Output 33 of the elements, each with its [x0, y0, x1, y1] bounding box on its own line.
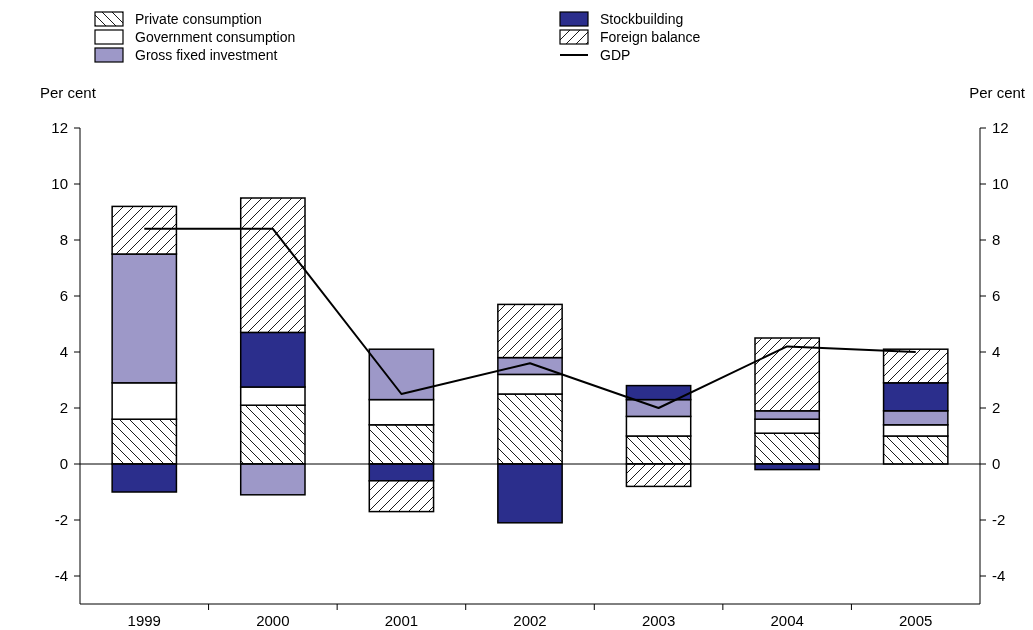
legend-label: Government consumption — [135, 28, 296, 45]
x-tick-label: 2000 — [256, 612, 290, 629]
y2-tick-label: 0 — [992, 455, 1001, 473]
x-tick-label: 2005 — [899, 612, 933, 629]
x-tick-label: 2004 — [770, 612, 804, 629]
y2-tick-label: -2 — [992, 511, 1006, 529]
y2-tick-label: -4 — [992, 567, 1006, 585]
y2-axis-title: Per cent — [969, 84, 1026, 101]
y-tick-label: 4 — [59, 343, 68, 361]
y-tick-label: 12 — [51, 119, 68, 137]
y2-tick-label: 10 — [992, 175, 1009, 193]
y-tick-label: -4 — [54, 567, 68, 585]
x-tick-label: 2002 — [513, 612, 547, 629]
y2-tick-label: 6 — [992, 287, 1001, 305]
y-axis-title: Per cent — [40, 84, 97, 101]
y2-tick-label: 4 — [992, 343, 1001, 361]
x-tick-label: 1999 — [127, 612, 161, 629]
x-tick-label: 2001 — [384, 612, 419, 629]
y-tick-label: 10 — [51, 175, 68, 193]
y-tick-label: 8 — [59, 231, 68, 249]
legend-label: Foreign balance — [600, 28, 701, 45]
y2-tick-label: 12 — [992, 119, 1009, 137]
legend-label: Stockbuilding — [600, 10, 684, 27]
y-tick-label: -2 — [54, 511, 68, 529]
y-tick-label: 2 — [59, 399, 68, 417]
legend-label: Gross fixed investment — [135, 46, 278, 63]
y2-tick-label: 8 — [992, 231, 1001, 249]
legend-label: GDP — [600, 46, 631, 63]
x-tick-label: 2003 — [641, 612, 676, 629]
legend-label: Private consumption — [135, 10, 262, 27]
y-tick-label: 6 — [59, 287, 68, 305]
y-tick-label: 0 — [59, 455, 68, 473]
y2-tick-label: 2 — [992, 399, 1001, 417]
